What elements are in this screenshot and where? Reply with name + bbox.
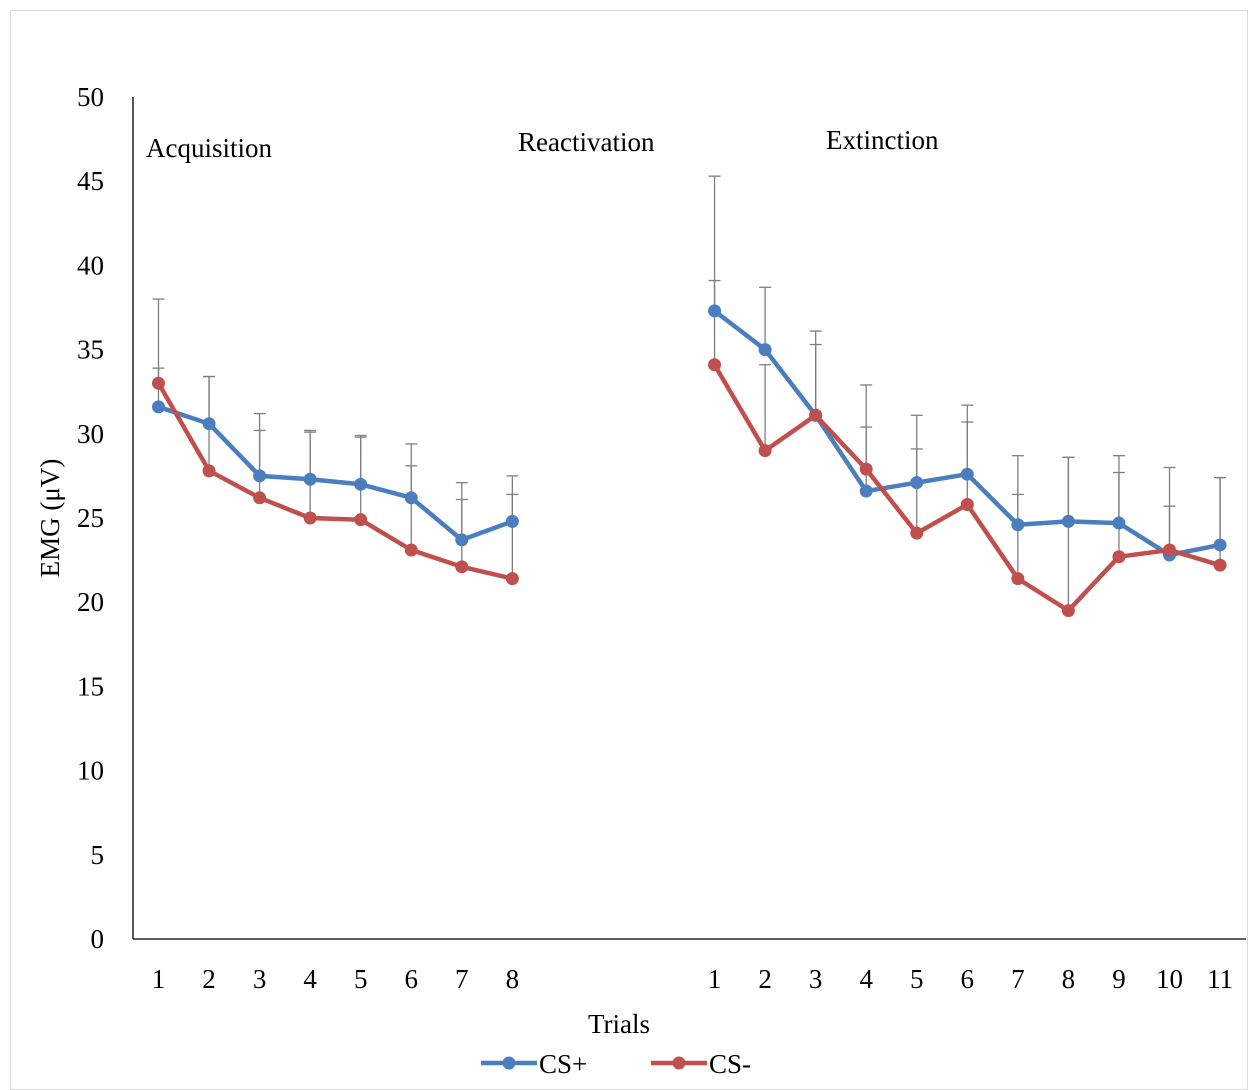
x-tick-label: 7 [455, 964, 469, 994]
data-point-cs-plus [758, 343, 772, 357]
x-tick-label: 6 [961, 964, 975, 994]
data-point-cs-plus [708, 304, 722, 318]
x-tick-label: 2 [202, 964, 216, 994]
phase-label: Acquisition [146, 133, 272, 163]
data-point-cs-minus [455, 560, 469, 574]
error-bars [152, 175, 1227, 611]
x-tick-label: 2 [758, 964, 772, 994]
data-point-cs-plus [152, 400, 165, 414]
data-point-cs-minus [859, 462, 873, 476]
data-point-cs-plus [303, 472, 317, 486]
data-point-cs-plus [253, 469, 267, 483]
x-tick-label: 4 [303, 964, 317, 994]
x-tick-label: 5 [910, 964, 924, 994]
x-tick-label: 10 [1156, 964, 1183, 994]
y-tick-label: 30 [77, 419, 104, 449]
data-point-cs-plus [455, 533, 469, 547]
series-line-cs-minus [156, 381, 515, 581]
data-point-cs-minus [354, 513, 368, 527]
y-tick-label: 35 [77, 335, 104, 365]
y-tick-label: 50 [77, 82, 104, 112]
data-point-cs-minus [1163, 543, 1176, 557]
data-point-cs-minus [809, 408, 823, 422]
y-tick-label: 20 [77, 587, 104, 617]
series-line-cs-plus [156, 404, 515, 543]
data-point-cs-plus [505, 514, 519, 528]
data-point-cs-minus [910, 526, 924, 540]
series-lines [156, 308, 1223, 613]
x-tick-label: 1 [708, 964, 722, 994]
x-tick-label: 6 [405, 964, 419, 994]
data-point-cs-plus [1011, 518, 1025, 532]
x-tick-label: 8 [1062, 964, 1076, 994]
phase-label: Reactivation [518, 127, 655, 157]
legend: CS+ CS- [481, 1049, 751, 1079]
axes [132, 97, 1246, 940]
data-point-cs-plus [1213, 538, 1227, 552]
chart-frame: 0 5 10 15 20 25 30 35 40 45 50 EMG (μV) Trials Acquis… [10, 10, 1248, 1090]
x-tick-label: 3 [253, 964, 267, 994]
data-point-cs-minus [152, 376, 165, 390]
data-point-cs-plus [404, 491, 418, 505]
y-tick-label: 15 [77, 671, 104, 701]
data-point-cs-minus [404, 543, 418, 557]
data-point-cs-plus [1061, 514, 1075, 528]
data-point-cs-minus [960, 498, 974, 512]
y-tick-label: 0 [91, 924, 105, 954]
x-tick-label: 3 [809, 964, 823, 994]
phase-label: Extinction [826, 125, 939, 155]
x-tick-label: 9 [1112, 964, 1126, 994]
x-tick-label: 4 [859, 964, 873, 994]
x-axis-label: Trials [588, 1009, 650, 1039]
x-tick-label: 11 [1207, 964, 1233, 994]
data-point-cs-minus [1213, 558, 1227, 572]
data-point-cs-minus [1061, 604, 1075, 618]
y-tick-label: 25 [77, 503, 104, 533]
x-tick-label: 7 [1011, 964, 1025, 994]
data-point-cs-plus [960, 467, 974, 481]
series-points [152, 304, 1227, 618]
data-point-cs-plus [202, 417, 216, 431]
data-point-cs-minus [505, 572, 519, 586]
data-point-cs-minus [303, 511, 317, 525]
x-tick-label: 8 [506, 964, 520, 994]
y-tick-label: 5 [91, 840, 105, 870]
y-axis-label: EMG (μV) [35, 459, 65, 578]
data-point-cs-plus [354, 477, 368, 491]
legend-marker-cs-minus [672, 1056, 686, 1070]
data-point-cs-minus [758, 444, 772, 458]
data-point-cs-minus [202, 464, 216, 478]
data-point-cs-minus [1112, 550, 1126, 564]
x-tick-label: 1 [152, 964, 166, 994]
data-point-cs-plus [910, 476, 924, 490]
y-tick-label: 45 [77, 166, 104, 196]
data-point-cs-minus [253, 491, 267, 505]
y-tick-label: 40 [77, 250, 104, 280]
legend-marker-cs-plus [502, 1056, 516, 1070]
data-point-cs-plus [859, 484, 873, 498]
data-point-cs-plus [1112, 516, 1126, 530]
y-tick-label: 10 [77, 756, 104, 786]
x-tick-label: 5 [354, 964, 368, 994]
data-point-cs-minus [1011, 572, 1025, 586]
data-point-cs-minus [708, 358, 722, 372]
legend-label-cs-minus: CS- [709, 1049, 751, 1079]
legend-label-cs-plus: CS+ [539, 1049, 587, 1079]
